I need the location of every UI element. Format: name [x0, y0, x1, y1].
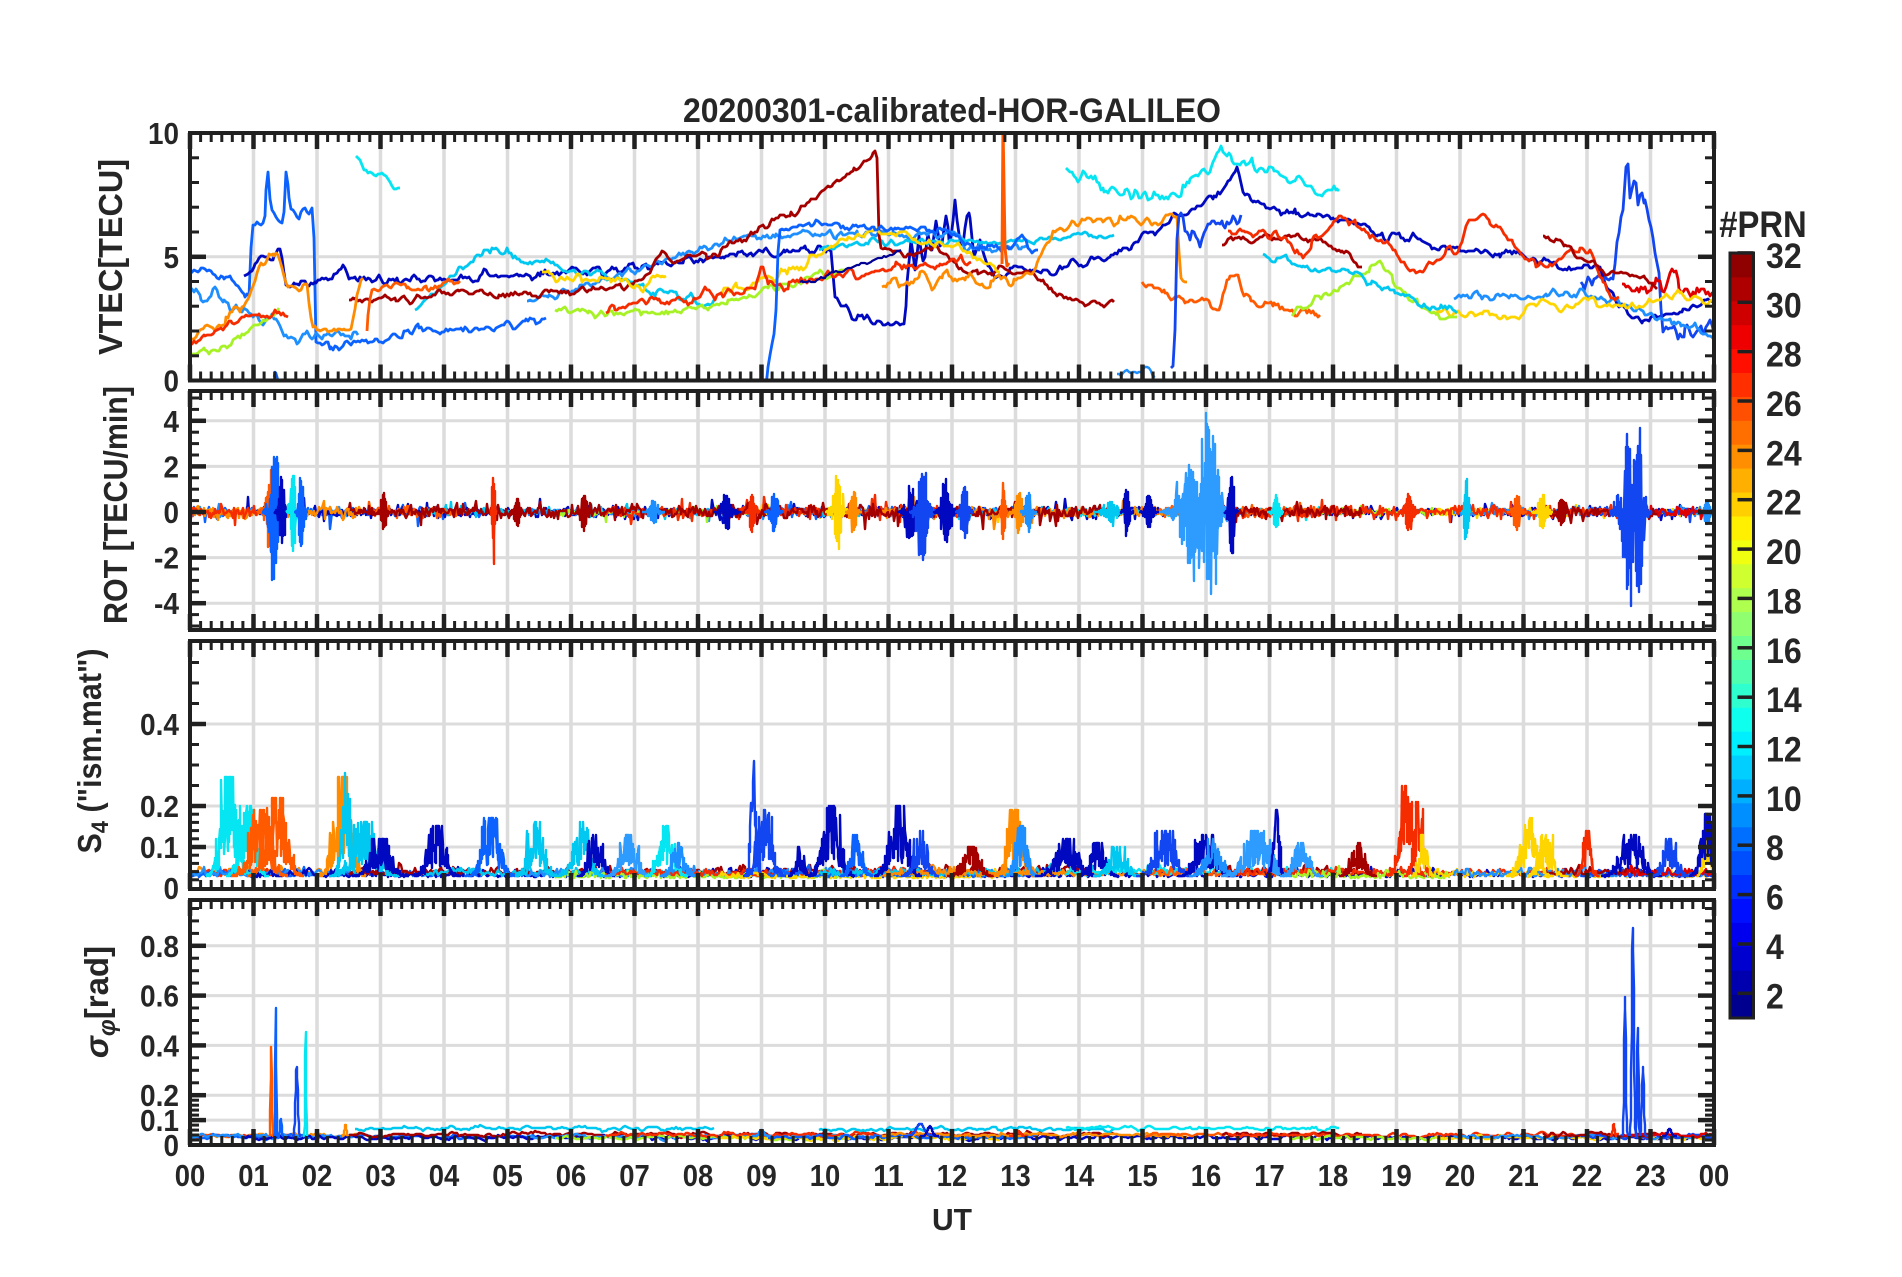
svg-text:32: 32 [1766, 237, 1802, 276]
svg-text:0: 0 [164, 871, 180, 906]
svg-text:22: 22 [1572, 1158, 1603, 1193]
svg-text:0.4: 0.4 [140, 1028, 180, 1063]
svg-text:08: 08 [683, 1158, 714, 1193]
svg-text:0.4: 0.4 [140, 707, 180, 742]
svg-text:04: 04 [429, 1158, 460, 1193]
svg-text:4: 4 [164, 404, 180, 439]
svg-text:14: 14 [1064, 1158, 1095, 1193]
svg-text:01: 01 [238, 1158, 269, 1193]
svg-text:18: 18 [1318, 1158, 1349, 1193]
svg-text:2: 2 [1766, 977, 1784, 1016]
svg-text:4: 4 [1766, 928, 1784, 967]
svg-text:0.2: 0.2 [140, 1078, 179, 1113]
svg-text:07: 07 [619, 1158, 650, 1193]
svg-text:12: 12 [1766, 731, 1802, 770]
svg-text:σφ[rad]: σφ[rad] [78, 946, 121, 1058]
svg-text:26: 26 [1766, 385, 1802, 424]
svg-text:0: 0 [164, 495, 180, 530]
svg-text:18: 18 [1766, 582, 1802, 621]
svg-text:2: 2 [164, 449, 180, 484]
svg-text:05: 05 [492, 1158, 523, 1193]
svg-text:16: 16 [1191, 1158, 1222, 1193]
svg-text:0.1: 0.1 [140, 830, 179, 865]
svg-text:20: 20 [1766, 533, 1802, 572]
svg-text:#PRN: #PRN [1719, 204, 1807, 245]
svg-text:6: 6 [1766, 879, 1784, 918]
svg-text:-4: -4 [154, 586, 180, 621]
svg-text:00: 00 [1699, 1158, 1730, 1193]
svg-text:03: 03 [365, 1158, 396, 1193]
svg-text:20200301-calibrated-HOR-GALILE: 20200301-calibrated-HOR-GALILEO [683, 92, 1221, 130]
svg-text:12: 12 [937, 1158, 968, 1193]
svg-text:0.6: 0.6 [140, 979, 179, 1014]
svg-text:24: 24 [1766, 434, 1802, 473]
svg-text:11: 11 [873, 1158, 904, 1193]
svg-text:23: 23 [1635, 1158, 1666, 1193]
svg-text:14: 14 [1766, 681, 1802, 720]
svg-text:UT: UT [932, 1202, 972, 1237]
svg-text:VTEC[TECU]: VTEC[TECU] [92, 159, 129, 355]
svg-text:02: 02 [302, 1158, 333, 1193]
svg-text:-2: -2 [154, 541, 179, 576]
svg-text:10: 10 [148, 116, 179, 151]
svg-text:10: 10 [1766, 780, 1802, 819]
svg-text:15: 15 [1127, 1158, 1158, 1193]
svg-text:06: 06 [556, 1158, 587, 1193]
svg-text:0: 0 [164, 1128, 180, 1163]
svg-text:S4 ("ism.mat"): S4 ("ism.mat") [71, 649, 114, 854]
svg-text:0.2: 0.2 [140, 789, 179, 824]
svg-text:22: 22 [1766, 484, 1802, 523]
svg-text:30: 30 [1766, 286, 1802, 325]
svg-text:28: 28 [1766, 336, 1802, 375]
svg-text:0: 0 [164, 364, 180, 399]
svg-text:13: 13 [1000, 1158, 1031, 1193]
svg-text:09: 09 [746, 1158, 777, 1193]
svg-text:19: 19 [1381, 1158, 1412, 1193]
svg-text:16: 16 [1766, 632, 1802, 671]
svg-text:17: 17 [1254, 1158, 1285, 1193]
svg-text:00: 00 [175, 1158, 206, 1193]
svg-text:5: 5 [164, 240, 180, 275]
svg-text:10: 10 [810, 1158, 841, 1193]
svg-text:20: 20 [1445, 1158, 1476, 1193]
svg-text:21: 21 [1508, 1158, 1539, 1193]
svg-text:0.1: 0.1 [140, 1103, 179, 1138]
svg-text:8: 8 [1766, 829, 1784, 868]
svg-text:ROT [TECU/min]: ROT [TECU/min] [97, 386, 134, 624]
svg-text:0.8: 0.8 [140, 929, 179, 964]
